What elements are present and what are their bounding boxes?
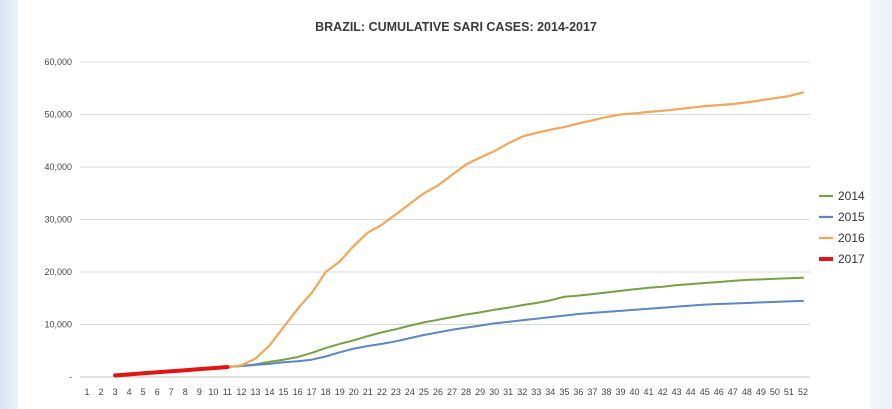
x-tick-label: 26 bbox=[433, 387, 443, 397]
x-tick-label: 36 bbox=[573, 387, 583, 397]
x-tick-label: 2 bbox=[99, 387, 104, 397]
legend-label-2015: 2015 bbox=[838, 210, 865, 224]
x-tick-label: 35 bbox=[559, 387, 569, 397]
x-tick-label: 25 bbox=[419, 387, 429, 397]
legend-label-2014: 2014 bbox=[838, 189, 865, 203]
legend-label-2016: 2016 bbox=[838, 231, 865, 245]
x-tick-label: 28 bbox=[461, 387, 471, 397]
legend-label-2017: 2017 bbox=[838, 252, 865, 266]
x-tick-label: 1 bbox=[85, 387, 90, 397]
x-tick-label: 45 bbox=[700, 387, 710, 397]
x-tick-label: 52 bbox=[798, 387, 808, 397]
x-tick-label: 50 bbox=[770, 387, 780, 397]
x-tick-label: 8 bbox=[183, 387, 188, 397]
x-tick-label: 31 bbox=[503, 387, 513, 397]
x-tick-label: 40 bbox=[630, 387, 640, 397]
x-tick-label: 48 bbox=[742, 387, 752, 397]
x-tick-label: 21 bbox=[363, 387, 373, 397]
x-tick-label: 9 bbox=[197, 387, 202, 397]
grid-lines bbox=[80, 61, 810, 378]
series-line-2016 bbox=[113, 91, 805, 377]
x-tick-label: 3 bbox=[113, 387, 118, 397]
y-tick-label: 10,000 bbox=[44, 320, 72, 330]
y-tick-label: 20,000 bbox=[44, 267, 72, 277]
x-tick-label: 16 bbox=[293, 387, 303, 397]
y-tick-label: - bbox=[69, 372, 72, 382]
x-tick-label: 51 bbox=[784, 387, 794, 397]
x-tick-label: 49 bbox=[756, 387, 766, 397]
x-tick-label: 5 bbox=[141, 387, 146, 397]
x-tick-label: 42 bbox=[658, 387, 668, 397]
x-tick-label: 4 bbox=[127, 387, 132, 397]
x-tick-label: 10 bbox=[208, 387, 218, 397]
x-tick-label: 41 bbox=[644, 387, 654, 397]
legend: 2014 2015 2016 2017 bbox=[819, 189, 865, 266]
series-lines bbox=[113, 91, 805, 378]
x-tick-label: 33 bbox=[531, 387, 541, 397]
x-tick-label: 32 bbox=[517, 387, 527, 397]
x-tick-label: 18 bbox=[321, 387, 331, 397]
x-tick-label: 12 bbox=[236, 387, 246, 397]
x-tick-label: 46 bbox=[714, 387, 724, 397]
line-chart: BRAZIL: CUMULATIVE SARI CASES: 2014-2017… bbox=[44, 20, 865, 397]
x-tick-label: 43 bbox=[672, 387, 682, 397]
x-tick-label: 15 bbox=[279, 387, 289, 397]
x-tick-label: 47 bbox=[728, 387, 738, 397]
series-line-2014 bbox=[114, 276, 804, 377]
x-tick-label: 14 bbox=[265, 387, 275, 397]
x-tick-label: 37 bbox=[587, 387, 597, 397]
chart-frame: BRAZIL: CUMULATIVE SARI CASES: 2014-2017… bbox=[18, 0, 870, 409]
x-tick-label: 24 bbox=[405, 387, 415, 397]
y-tick-label: 60,000 bbox=[44, 57, 72, 67]
x-tick-label: 29 bbox=[475, 387, 485, 397]
x-tick-label: 19 bbox=[335, 387, 345, 397]
series-line-2015 bbox=[114, 299, 804, 377]
x-tick-label: 7 bbox=[169, 387, 174, 397]
y-tick-label: 50,000 bbox=[44, 110, 72, 120]
y-tick-label: 40,000 bbox=[44, 162, 72, 172]
x-tick-label: 27 bbox=[447, 387, 457, 397]
x-tick-label: 30 bbox=[489, 387, 499, 397]
x-tick-label: 34 bbox=[545, 387, 555, 397]
x-tick-label: 22 bbox=[377, 387, 387, 397]
x-tick-label: 11 bbox=[223, 387, 232, 397]
x-tick-label: 6 bbox=[155, 387, 160, 397]
x-tick-label: 39 bbox=[615, 387, 625, 397]
x-tick-label: 44 bbox=[686, 387, 696, 397]
x-tick-label: 23 bbox=[391, 387, 401, 397]
chart-title: BRAZIL: CUMULATIVE SARI CASES: 2014-2017 bbox=[315, 20, 597, 34]
x-tick-label: 13 bbox=[250, 387, 260, 397]
y-tick-label: 30,000 bbox=[44, 215, 72, 225]
x-tick-label: 17 bbox=[307, 387, 317, 397]
x-tick-label: 20 bbox=[349, 387, 359, 397]
x-tick-label: 38 bbox=[601, 387, 611, 397]
series-line-2017 bbox=[113, 365, 230, 378]
